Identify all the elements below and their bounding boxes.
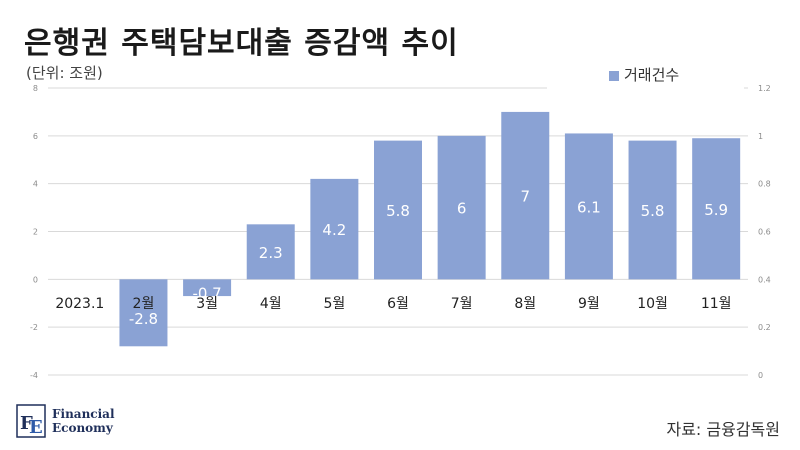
y-axis-right-tick: 1 [758, 132, 763, 141]
y-axis-left-tick: 2 [33, 228, 38, 237]
y-axis-right-tick: 0.8 [758, 180, 771, 189]
data-label: 4.2 [322, 221, 346, 239]
bar [692, 138, 741, 280]
y-axis-left-tick: 6 [33, 132, 38, 141]
x-axis-tick: 5월 [323, 296, 345, 312]
x-axis-tick: 7월 [451, 296, 473, 312]
data-label: 6 [457, 200, 467, 218]
y-axis-left-tick: -2 [30, 323, 38, 332]
y-axis-left-tick: 0 [33, 275, 38, 284]
data-label: 7 [520, 188, 530, 206]
x-axis-tick: 2023.1 [55, 296, 104, 312]
bar [501, 111, 550, 280]
x-axis-tick: 11월 [701, 296, 732, 312]
source-note: 자료: 금융감독원 [666, 420, 780, 439]
data-label: 5.8 [641, 202, 665, 220]
svg-text:F: F [20, 413, 33, 434]
bar [374, 140, 422, 280]
bar [310, 178, 359, 280]
x-axis-tick: 10월 [637, 296, 668, 312]
bar [183, 279, 232, 297]
y-axis-right-tick: 0.2 [758, 323, 771, 332]
chart-title: 은행권 주택담보대출 증감액 추이 [24, 26, 459, 61]
data-label: 5.9 [704, 201, 728, 219]
x-axis-tick: 2월 [133, 296, 155, 312]
y-axis-left-tick: 8 [33, 84, 38, 93]
x-axis-tick: 4월 [260, 296, 282, 312]
unit-label: (단위: 조원) [26, 64, 103, 82]
x-axis-tick: 6월 [387, 296, 409, 312]
bar [119, 279, 168, 347]
data-label: 0 [75, 251, 85, 269]
y-axis-right-tick: 1.2 [758, 84, 771, 93]
data-label: -2.8 [129, 310, 158, 328]
legend-label: 거래건수 [624, 66, 680, 84]
x-axis-tick: 8월 [514, 296, 536, 312]
bar [628, 140, 677, 280]
data-label: 5.8 [386, 202, 410, 220]
logo-text: Financial Economy [52, 407, 115, 435]
legend: 거래건수 [547, 52, 744, 98]
bar [437, 135, 486, 280]
logo: F E Financial Economy [16, 404, 116, 440]
x-axis-tick: 9월 [578, 296, 600, 312]
svg-text:E: E [29, 417, 43, 438]
logo-line1: Financial [52, 407, 115, 421]
y-axis-left-tick: 4 [33, 180, 38, 189]
y-axis-left-tick: -4 [30, 371, 38, 380]
legend-swatch [609, 71, 619, 81]
y-axis-right-tick: 0.6 [758, 228, 771, 237]
y-axis-right-tick: 0 [758, 371, 763, 380]
data-label: 6.1 [577, 198, 601, 216]
data-label: 2.3 [259, 244, 283, 262]
logo-line2: Economy [52, 421, 113, 435]
bar [246, 224, 295, 280]
data-label: -0.7 [192, 285, 221, 303]
bar [564, 133, 613, 280]
logo-mark-icon: F E [16, 404, 46, 438]
x-axis-tick: 3월 [196, 296, 218, 312]
y-axis-right-tick: 0.4 [758, 275, 771, 284]
